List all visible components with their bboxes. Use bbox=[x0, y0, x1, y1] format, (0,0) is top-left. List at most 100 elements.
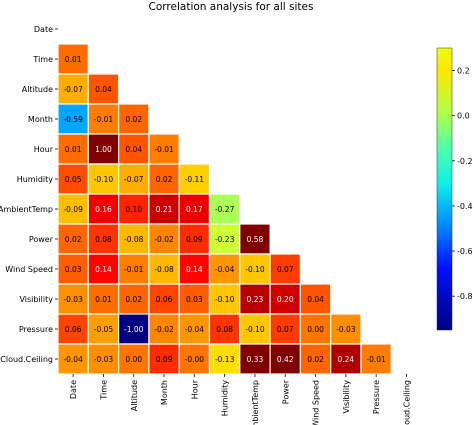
cell-value-label: 0.03 bbox=[65, 265, 82, 274]
cell-value-label: 0.21 bbox=[156, 205, 173, 214]
heatmap-cell bbox=[269, 253, 302, 285]
cell-value-label: 0.05 bbox=[65, 175, 82, 184]
column-label: Month bbox=[160, 380, 169, 405]
colorbar-tick-label: -0.6 bbox=[457, 247, 473, 256]
colorbar-ticks: 0.2 0.0 -0.2 -0.4 -0.6 -0.8 bbox=[452, 67, 473, 301]
cell-value-label: 0.00 bbox=[125, 355, 142, 364]
heatmap-cell bbox=[117, 313, 150, 345]
heatmap-cell bbox=[87, 223, 120, 255]
cell-value-label: -0.09 bbox=[63, 205, 83, 214]
row-label: Pressure bbox=[19, 325, 53, 334]
cell-value-label: 0.09 bbox=[186, 235, 203, 244]
heatmap-cell bbox=[87, 193, 120, 225]
column-label: Wind Speed bbox=[312, 380, 321, 425]
cell-value-label: -0.27 bbox=[215, 205, 235, 214]
cell-value-label: 0.04 bbox=[95, 85, 112, 94]
heatmap-cell bbox=[178, 313, 211, 345]
cell-value-label: -0.02 bbox=[154, 325, 174, 334]
column-label: Cloud.Ceiling bbox=[402, 380, 411, 425]
cell-value-label: 0.08 bbox=[95, 235, 112, 244]
cell-value-label: -0.05 bbox=[94, 325, 114, 334]
cell-value-label: 0.01 bbox=[95, 295, 112, 304]
heatmap-cell bbox=[299, 283, 332, 315]
cell-value-label: -0.03 bbox=[336, 325, 356, 334]
cell-value-label: 0.17 bbox=[186, 205, 203, 214]
heatmap-cell bbox=[148, 133, 180, 165]
cell-value-label: 0.04 bbox=[307, 295, 324, 304]
row-label: AmbientTemp bbox=[0, 205, 53, 214]
cell-value-label: 0.02 bbox=[156, 175, 173, 184]
colorbar: 0.2 0.0 -0.2 -0.4 -0.6 -0.8 bbox=[436, 47, 473, 331]
cell-value-label: 0.58 bbox=[247, 235, 264, 244]
cell-value-label: -0.00 bbox=[185, 355, 205, 364]
heatmap-cell bbox=[299, 343, 332, 375]
heatmap-cell bbox=[57, 283, 89, 315]
cell-value-label: 0.06 bbox=[156, 295, 173, 304]
cell-value-label: -0.01 bbox=[124, 265, 144, 274]
row-label: Date bbox=[34, 25, 53, 34]
heatmap-cell bbox=[57, 343, 89, 375]
row-label: Time bbox=[32, 55, 53, 64]
cell-value-label: -0.23 bbox=[215, 235, 235, 244]
colorbar-gradient bbox=[436, 47, 453, 331]
cell-value-label: -0.10 bbox=[245, 325, 265, 334]
cell-value-label: 0.10 bbox=[125, 205, 142, 214]
heatmap-cell bbox=[208, 223, 241, 255]
cell-value-label: 0.02 bbox=[307, 355, 324, 364]
colorbar-tick-label: 0.0 bbox=[457, 112, 470, 121]
cell-value-label: 0.06 bbox=[65, 325, 82, 334]
heatmap-cell bbox=[148, 343, 180, 375]
cell-value-label: 0.23 bbox=[247, 295, 264, 304]
cell-value-label: 0.02 bbox=[125, 295, 142, 304]
cell-value-label: 0.07 bbox=[277, 265, 294, 274]
row-label: Humidity bbox=[17, 175, 54, 184]
cell-value-label: 1.00 bbox=[95, 145, 112, 154]
cell-value-label: -0.13 bbox=[215, 355, 235, 364]
heatmap-cell bbox=[178, 193, 211, 225]
column-label: Humidity bbox=[221, 380, 230, 417]
cell-value-label: -0.03 bbox=[63, 295, 83, 304]
heatmap-cell bbox=[57, 253, 89, 285]
cell-value-label: -0.07 bbox=[124, 175, 144, 184]
heatmap-cell bbox=[148, 193, 180, 225]
row-label: Hour bbox=[34, 145, 54, 154]
row-label: Wind Speed bbox=[5, 265, 53, 274]
chart-title: Correlation analysis for all sites bbox=[149, 1, 314, 13]
column-label: AmbientTemp bbox=[251, 380, 260, 425]
cell-value-label: 0.04 bbox=[125, 145, 142, 154]
heatmap-cell bbox=[117, 103, 150, 135]
cell-value-label: 0.24 bbox=[337, 355, 354, 364]
cell-value-label: -0.08 bbox=[154, 265, 174, 274]
heatmap-cells: 0.01 -0.07 0.04 -0.59 -0.01 0.02 0.01 1.00 0.04 -… bbox=[57, 43, 392, 375]
heatmap-cell bbox=[360, 343, 392, 375]
row-label: Visibility bbox=[19, 295, 53, 304]
row-label: Cloud.Ceiling bbox=[0, 355, 53, 364]
cell-value-label: 0.20 bbox=[277, 295, 294, 304]
cell-value-label: -0.01 bbox=[154, 145, 174, 154]
cell-value-label: -0.04 bbox=[215, 265, 235, 274]
cell-value-label: -0.04 bbox=[63, 355, 83, 364]
heatmap-cell bbox=[57, 313, 89, 345]
row-labels: Date Time Altitude Month Hour Humidity Ambient… bbox=[0, 25, 58, 364]
row-label: Altitude bbox=[22, 85, 53, 94]
heatmap-cell bbox=[208, 343, 241, 375]
column-label: Visibility bbox=[342, 380, 351, 414]
heatmap-cell bbox=[117, 253, 150, 285]
colorbar-tick-label: -0.2 bbox=[457, 157, 473, 166]
heatmap-cell bbox=[148, 163, 180, 195]
cell-value-label: -0.01 bbox=[366, 355, 386, 364]
cell-value-label: 0.01 bbox=[65, 55, 82, 64]
cell-value-label: 0.14 bbox=[186, 265, 203, 274]
cell-value-label: 0.01 bbox=[65, 145, 82, 154]
cell-value-label: -0.10 bbox=[245, 265, 265, 274]
heatmap-cell bbox=[87, 163, 120, 195]
heatmap-cell bbox=[87, 133, 120, 165]
heatmap-cell bbox=[57, 223, 89, 255]
cell-value-label: 0.33 bbox=[247, 355, 264, 364]
cell-value-label: -0.02 bbox=[154, 235, 174, 244]
cell-value-label: -0.04 bbox=[185, 325, 205, 334]
cell-value-label: -0.03 bbox=[94, 355, 114, 364]
heatmap-cell bbox=[208, 193, 241, 225]
cell-value-label: -0.11 bbox=[185, 175, 205, 184]
